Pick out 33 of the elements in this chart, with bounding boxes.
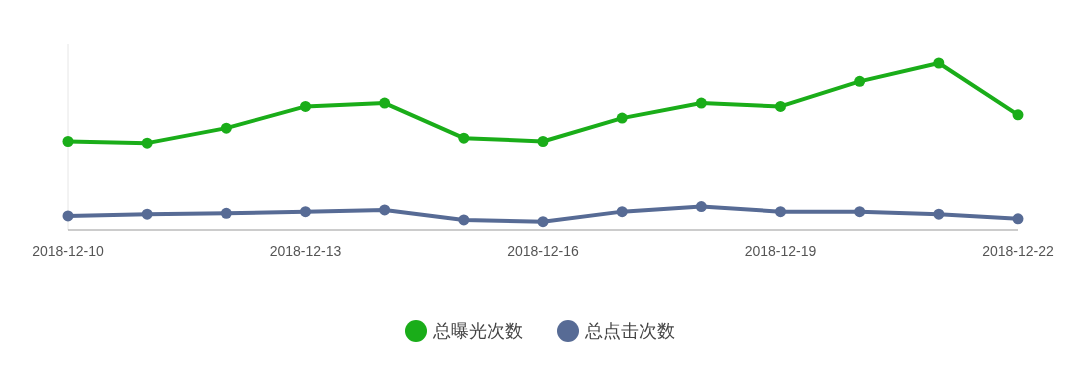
point — [775, 100, 786, 112]
point — [1012, 213, 1024, 225]
point — [537, 216, 549, 228]
point — [379, 204, 391, 216]
point — [537, 135, 549, 147]
point — [62, 210, 74, 222]
point — [616, 206, 628, 218]
point — [300, 206, 311, 218]
point — [1012, 109, 1024, 121]
point — [854, 206, 866, 218]
point — [616, 112, 628, 124]
point — [695, 201, 707, 213]
legend-label: 总点击次数 — [584, 320, 675, 341]
point — [854, 75, 866, 87]
x-tick-label: 2018-12-10 — [32, 243, 105, 259]
point — [458, 132, 470, 144]
x-tick-label: 2018-12-22 — [982, 243, 1055, 259]
point — [775, 206, 786, 218]
point — [141, 208, 153, 220]
x-tick-label: 2018-12-19 — [744, 243, 817, 259]
point — [933, 208, 945, 220]
point — [695, 97, 707, 109]
x-tick-label: 2018-12-16 — [507, 243, 580, 259]
point — [933, 57, 945, 69]
point — [220, 207, 232, 219]
point — [300, 100, 311, 112]
point — [379, 97, 391, 109]
point — [62, 135, 74, 147]
legend-label: 总曝光次数 — [432, 320, 523, 341]
point — [141, 137, 153, 149]
x-tick-label: 2018-12-13 — [269, 243, 342, 259]
point — [220, 122, 232, 134]
point — [458, 214, 470, 226]
